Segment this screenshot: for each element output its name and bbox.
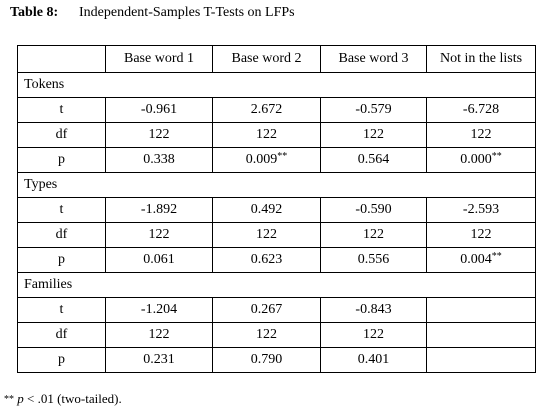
table-row: df 122 122 122 122	[17, 122, 536, 148]
table-cell: 0.009**	[212, 147, 321, 173]
table-row: df 122 122 122 122	[17, 222, 536, 248]
table-cell: 122	[320, 222, 427, 248]
table-cell: 0.492	[212, 197, 321, 223]
table-row: df 122 122 122	[17, 322, 536, 348]
table-row: p 0.338 0.009** 0.564 0.000**	[17, 147, 536, 173]
table-caption: Table 8: Independent-Samples T-Tests on L…	[10, 5, 295, 21]
t-test-table: Base word 1 Base word 2 Base word 3 Not …	[17, 45, 536, 373]
row-label-df: df	[17, 122, 106, 148]
row-label-p: p	[17, 147, 106, 173]
header-row: Base word 1 Base word 2 Base word 3 Not …	[17, 45, 536, 73]
row-label-t: t	[17, 97, 106, 123]
table-cell: 122	[105, 122, 213, 148]
table-cell: 122	[212, 322, 321, 348]
table-cell: 122	[320, 122, 427, 148]
table-cell: -0.590	[320, 197, 427, 223]
table-cell: 0.338	[105, 147, 213, 173]
table-cell: -0.579	[320, 97, 427, 123]
table-cell: 122	[105, 222, 213, 248]
table-cell: 122	[105, 322, 213, 348]
table-row: p 0.231 0.790 0.401	[17, 347, 536, 373]
table-cell: 0.267	[212, 297, 321, 323]
header-empty-cell	[17, 45, 106, 73]
table-cell: -6.728	[426, 97, 536, 123]
table-number: Table 8:	[10, 5, 59, 20]
table-cell: 122	[426, 122, 536, 148]
column-header: Base word 2	[212, 45, 321, 73]
table-cell: 0.004**	[426, 247, 536, 273]
table-cell: 0.790	[212, 347, 321, 373]
significance-mark: **	[491, 151, 502, 162]
table-footnote: ** p < .01 (two-tailed).	[4, 391, 122, 409]
table-cell: 122	[212, 122, 321, 148]
significance-mark: **	[491, 251, 502, 262]
table-cell: 0.564	[320, 147, 427, 173]
table-cell: 0.231	[105, 347, 213, 373]
table-cell	[426, 322, 536, 348]
row-label-p: p	[17, 347, 106, 373]
significance-mark: **	[277, 151, 288, 162]
table-cell: 122	[320, 322, 427, 348]
row-label-df: df	[17, 322, 106, 348]
table-cell: 0.623	[212, 247, 321, 273]
group-label: Families	[17, 272, 536, 298]
footnote-p-symbol: p	[17, 391, 24, 406]
row-label-t: t	[17, 197, 106, 223]
row-label-df: df	[17, 222, 106, 248]
table-cell	[426, 347, 536, 373]
column-header: Not in the lists	[426, 45, 536, 73]
table-row: t -0.961 2.672 -0.579 -6.728	[17, 97, 536, 123]
row-label-t: t	[17, 297, 106, 323]
table-cell: -1.892	[105, 197, 213, 223]
column-header: Base word 1	[105, 45, 213, 73]
group-row-families: Families	[17, 272, 536, 298]
table-cell: 0.401	[320, 347, 427, 373]
table-cell: 0.556	[320, 247, 427, 273]
table-cell: 122	[212, 222, 321, 248]
group-row-tokens: Tokens	[17, 72, 536, 98]
footnote-marks: **	[4, 394, 14, 405]
group-label: Types	[17, 172, 536, 198]
table-title: Independent-Samples T-Tests on LFPs	[79, 5, 295, 20]
table-cell: -0.961	[105, 97, 213, 123]
table-cell: 0.000**	[426, 147, 536, 173]
table-cell	[426, 297, 536, 323]
group-label: Tokens	[17, 72, 536, 98]
table-cell: -0.843	[320, 297, 427, 323]
table-row: p 0.061 0.623 0.556 0.004**	[17, 247, 536, 273]
table-cell: -1.204	[105, 297, 213, 323]
column-header: Base word 3	[320, 45, 427, 73]
table-cell: 122	[426, 222, 536, 248]
table-cell: -2.593	[426, 197, 536, 223]
table-cell: 2.672	[212, 97, 321, 123]
table-row: t -1.204 0.267 -0.843	[17, 297, 536, 323]
row-label-p: p	[17, 247, 106, 273]
group-row-types: Types	[17, 172, 536, 198]
table-row: t -1.892 0.492 -0.590 -2.593	[17, 197, 536, 223]
table-cell: 0.061	[105, 247, 213, 273]
footnote-text: < .01 (two-tailed).	[27, 391, 122, 406]
